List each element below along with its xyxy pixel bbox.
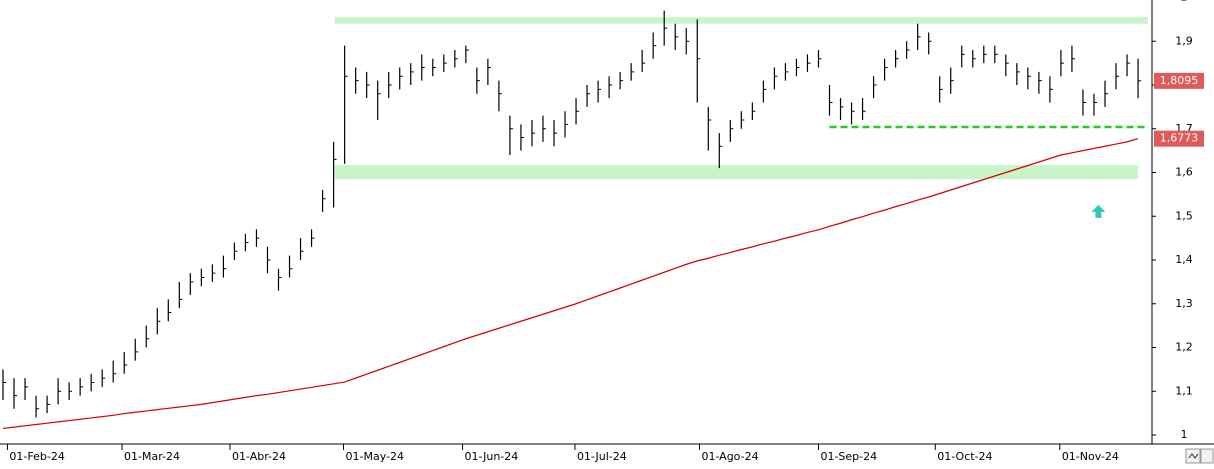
price-label: 1,8095 (1160, 74, 1199, 87)
x-tick-label: 01-Abr-24 (232, 450, 286, 463)
y-tick-label: 1,1 (1175, 384, 1193, 397)
x-tick-label: 01-Nov-24 (1062, 450, 1119, 463)
button[interactable] (1200, 448, 1214, 464)
y-tick-label: 1,3 (1175, 297, 1193, 310)
arrow (1091, 204, 1106, 218)
y-tick-label: 1,6 (1175, 166, 1193, 179)
y-tick-label: 1,9 (1175, 34, 1193, 47)
y-tick-label: 1,5 (1175, 209, 1193, 222)
price-label-box (1154, 130, 1204, 147)
zone (334, 165, 1139, 180)
x-tick-label: 01-Feb-24 (9, 450, 64, 463)
x-tick-label: 01-Mar-24 (124, 450, 180, 463)
x-tick-label: 01-Jun-24 (465, 450, 519, 463)
y-tick-label: 1,2 (1175, 341, 1193, 354)
x-tick-label: 01-May-24 (346, 450, 404, 463)
zone (334, 17, 1148, 24)
y-tick-label: 1,4 (1175, 253, 1193, 266)
x-tick-label: 01-Sep-24 (820, 450, 877, 463)
x-tick-label: 01-Jul-24 (577, 450, 627, 463)
moving-average-line (2, 138, 1139, 430)
x-tick-label: 01-Oct-24 (937, 450, 992, 463)
price-label-box (1154, 72, 1204, 89)
y-tick-label: 1 (1181, 428, 1188, 441)
x-tick-label: 01-Ago-24 (701, 450, 758, 463)
toolbar (1185, 448, 1214, 464)
button-icon (1188, 453, 1199, 459)
price-label: 1,6773 (1160, 132, 1199, 145)
y-tick-label: 2 (1181, 0, 1188, 4)
